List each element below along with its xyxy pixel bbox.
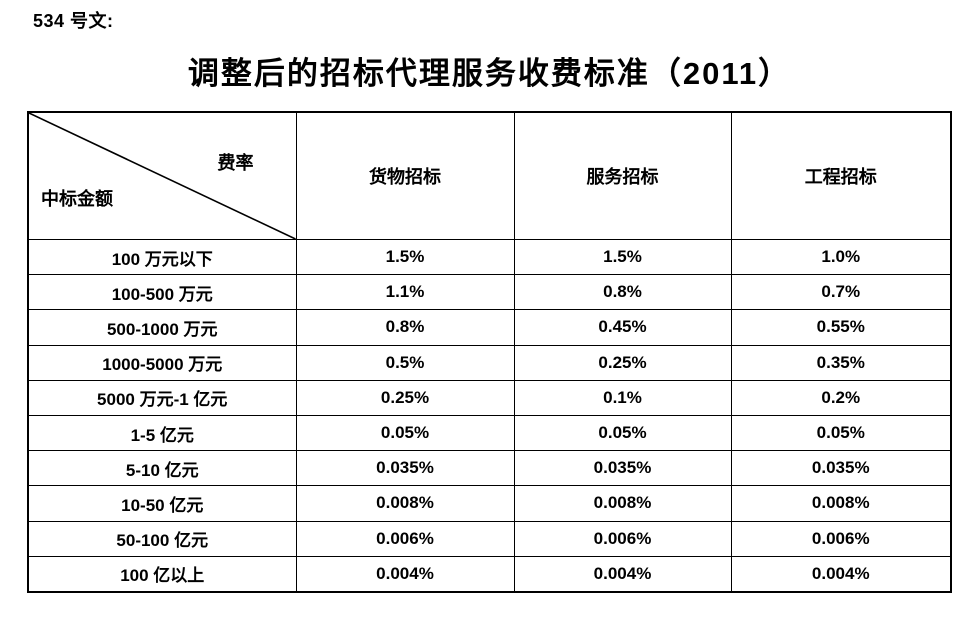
table-row: 5-10 亿元 0.035% 0.035% 0.035% xyxy=(27,450,952,487)
rate-cell-engineering: 0.008% xyxy=(730,485,952,522)
amount-range-cell: 100 亿以上 xyxy=(27,555,297,593)
rate-cell-services: 0.25% xyxy=(513,344,732,381)
column-header-engineering-bidding: 工程招标 xyxy=(730,111,952,240)
rate-cell-services: 0.006% xyxy=(513,520,732,557)
rate-cell-goods: 0.25% xyxy=(295,379,515,416)
rate-cell-goods: 0.05% xyxy=(295,414,515,452)
column-header-goods-bidding: 货物招标 xyxy=(295,111,515,240)
corner-label-rate: 费率 xyxy=(217,153,254,173)
rate-cell-engineering: 0.05% xyxy=(730,414,952,452)
page-title: 调整后的招标代理服务收费标准（2011） xyxy=(187,56,792,91)
amount-range-cell: 5000 万元-1 亿元 xyxy=(27,379,297,416)
table-header-row: 费率 中标金额 货物招标 服务招标 工程招标 xyxy=(27,111,952,240)
table-row: 1000-5000 万元 0.5% 0.25% 0.35% xyxy=(27,344,952,381)
amount-range-cell: 1-5 亿元 xyxy=(27,414,297,452)
rate-cell-services: 0.004% xyxy=(513,555,732,593)
amount-range-cell: 5-10 亿元 xyxy=(27,450,297,487)
fee-rate-table: 费率 中标金额 货物招标 服务招标 工程招标 100 万元以下 1.5% 1.5… xyxy=(27,111,952,593)
rate-cell-services: 0.1% xyxy=(513,379,732,416)
rate-cell-goods: 0.008% xyxy=(295,485,515,522)
doc-number-label: 534 号文: xyxy=(33,11,114,31)
rate-cell-engineering: 1.0% xyxy=(730,238,952,276)
amount-range-cell: 100-500 万元 xyxy=(27,274,297,311)
table-row: 100 亿以上 0.004% 0.004% 0.004% xyxy=(27,555,952,593)
column-header-services-bidding: 服务招标 xyxy=(513,111,732,240)
rate-cell-goods: 1.5% xyxy=(295,238,515,276)
rate-cell-services: 0.8% xyxy=(513,274,732,311)
rate-cell-goods: 0.035% xyxy=(295,450,515,487)
rate-cell-engineering: 0.55% xyxy=(730,309,952,346)
corner-label-bid-amount: 中标金额 xyxy=(41,189,113,209)
amount-range-cell: 100 万元以下 xyxy=(27,238,297,276)
table-row: 5000 万元-1 亿元 0.25% 0.1% 0.2% xyxy=(27,379,952,416)
rate-cell-goods: 1.1% xyxy=(295,274,515,311)
table-row: 500-1000 万元 0.8% 0.45% 0.55% xyxy=(27,309,952,346)
rate-cell-engineering: 0.7% xyxy=(730,274,952,311)
rate-cell-services: 0.05% xyxy=(513,414,732,452)
table-corner-cell: 费率 中标金额 xyxy=(27,111,297,240)
diagonal-divider-line xyxy=(29,113,296,239)
rate-cell-engineering: 0.006% xyxy=(730,520,952,557)
table-row: 1-5 亿元 0.05% 0.05% 0.05% xyxy=(27,414,952,452)
table-row: 10-50 亿元 0.008% 0.008% 0.008% xyxy=(27,485,952,522)
amount-range-cell: 1000-5000 万元 xyxy=(27,344,297,381)
rate-cell-services: 0.45% xyxy=(513,309,732,346)
amount-range-cell: 10-50 亿元 xyxy=(27,485,297,522)
rate-cell-goods: 0.006% xyxy=(295,520,515,557)
rate-cell-engineering: 0.004% xyxy=(730,555,952,593)
table-row: 50-100 亿元 0.006% 0.006% 0.006% xyxy=(27,520,952,557)
rate-cell-services: 0.008% xyxy=(513,485,732,522)
table-row: 100 万元以下 1.5% 1.5% 1.0% xyxy=(27,238,952,276)
rate-cell-engineering: 0.035% xyxy=(730,450,952,487)
rate-cell-engineering: 0.2% xyxy=(730,379,952,416)
rate-cell-services: 1.5% xyxy=(513,238,732,276)
amount-range-cell: 50-100 亿元 xyxy=(27,520,297,557)
rate-cell-goods: 0.5% xyxy=(295,344,515,381)
rate-cell-services: 0.035% xyxy=(513,450,732,487)
table-row: 100-500 万元 1.1% 0.8% 0.7% xyxy=(27,274,952,311)
rate-cell-goods: 0.8% xyxy=(295,309,515,346)
rate-cell-engineering: 0.35% xyxy=(730,344,952,381)
rate-cell-goods: 0.004% xyxy=(295,555,515,593)
amount-range-cell: 500-1000 万元 xyxy=(27,309,297,346)
